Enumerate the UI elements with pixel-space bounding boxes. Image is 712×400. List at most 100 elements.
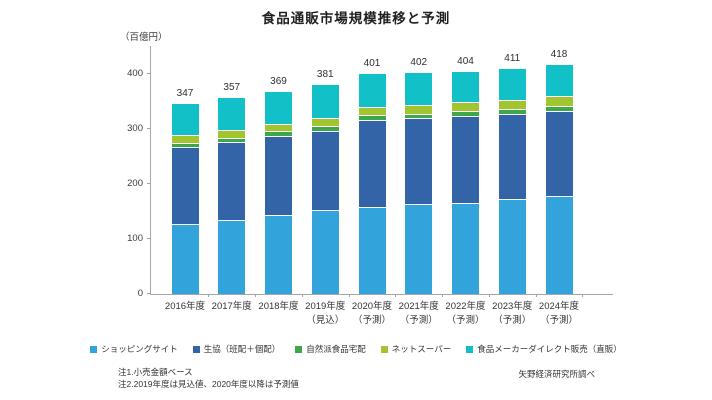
x-tick-mark — [442, 294, 444, 297]
bar-segment — [311, 84, 339, 119]
x-axis-label-qualifier: （見込） — [306, 314, 345, 326]
bar-segment — [265, 131, 292, 136]
x-axis-label-year: 2022年度 — [445, 301, 486, 312]
bar-segment — [311, 118, 339, 127]
bar-total-label: 369 — [270, 75, 287, 87]
x-axis-label: 2018年度 — [247, 300, 311, 314]
legend-swatch — [192, 345, 200, 353]
bar-total-label: 401 — [363, 58, 381, 70]
legend-item: ショッピングサイト — [90, 343, 178, 355]
legend-label: 食品メーカーダイレクト販売（直販） — [477, 344, 622, 354]
legend-swatch — [380, 345, 388, 353]
y-tick-label: 400 — [127, 67, 143, 79]
bar-segment — [171, 102, 199, 136]
bar-segment — [545, 110, 573, 197]
x-axis-label: 2021年度 （予測） — [387, 300, 451, 328]
bar-segment — [545, 63, 573, 97]
x-tick-mark — [488, 294, 490, 297]
legend: ショッピングサイト 生協（班配＋個配） 自然派食品宅配 ネットスーパー 食品メーカーダイ… — [0, 343, 712, 355]
x-tick-mark — [582, 294, 584, 297]
legend-swatch — [466, 345, 474, 353]
stacked-bar-2017年度 — [218, 97, 246, 294]
bar-segment — [218, 141, 246, 220]
x-tick-mark — [395, 294, 397, 297]
bar-segment — [405, 118, 433, 205]
y-tick-mark — [147, 182, 151, 184]
bar-total-label: 347 — [176, 87, 194, 99]
stacked-bar-2018年度 — [265, 90, 292, 294]
x-axis-label-year: 2017年度 — [211, 301, 252, 312]
x-axis-label-year: 2024年度 — [538, 301, 580, 312]
stacked-bar-2023年度 — [498, 67, 526, 294]
stacked-bar-2022年度 — [452, 71, 479, 294]
bar-total-label: 411 — [504, 52, 521, 64]
bar-segment — [311, 130, 339, 211]
bar-segment — [405, 204, 433, 294]
stacked-bar-2024年度 — [545, 63, 573, 294]
x-tick-mark — [208, 294, 210, 297]
bar-segment — [358, 106, 386, 116]
legend-label: ショッピングサイト — [101, 344, 178, 354]
legend-label: ネットスーパー — [391, 344, 452, 354]
bar-segment — [452, 202, 479, 294]
x-axis-label: 2020年度 （予測） — [340, 300, 404, 328]
x-tick-mark — [255, 294, 257, 297]
bar-segment — [265, 214, 292, 294]
x-axis-label: 2023年度 （予測） — [480, 300, 544, 328]
footnotes: 注1.小売金額ベース 注2.2019年度は見込値、2020年度以降は予測値 — [118, 366, 299, 391]
x-tick-mark — [535, 294, 537, 297]
bar-segment — [498, 99, 526, 109]
bar-total-label: 404 — [457, 56, 474, 68]
bar-segment — [218, 97, 246, 130]
stacked-bar-2020年度 — [358, 73, 386, 294]
bar-segment — [405, 72, 433, 105]
bar-segment — [218, 219, 246, 294]
y-axis-unit-label: （百億円） — [120, 32, 168, 43]
legend-label: 生協（班配＋個配） — [203, 344, 281, 354]
y-tick-label: 200 — [127, 177, 143, 189]
bar-segment — [545, 105, 573, 111]
y-tick-label: 100 — [127, 232, 143, 244]
legend-item: 生協（班配＋個配） — [192, 343, 281, 355]
y-tick-mark — [147, 72, 151, 74]
x-tick-mark — [348, 294, 350, 297]
x-axis-label-qualifier: （予測） — [446, 314, 485, 326]
bar-total-label: 381 — [316, 69, 334, 81]
x-axis-label-year: 2023年度 — [492, 301, 533, 312]
x-axis-label-qualifier: （予測） — [539, 314, 578, 326]
source-credit: 矢野経済研究所調べ — [518, 369, 595, 379]
x-axis-label-year: 2018年度 — [258, 301, 299, 312]
bar-segment — [218, 129, 246, 138]
legend-swatch — [90, 345, 98, 353]
bar-segment — [498, 113, 526, 199]
stacked-bar-2016年度 — [171, 102, 199, 294]
bar-segment — [452, 116, 479, 203]
bar-segment — [265, 123, 292, 132]
bar-segment — [545, 96, 573, 106]
bar-segment — [218, 137, 246, 142]
bar-segment — [498, 198, 526, 294]
bar-segment — [171, 224, 199, 294]
x-axis-label-qualifier: （予測） — [352, 314, 391, 326]
x-axis-label-year: 2020年度 — [351, 301, 393, 312]
bar-total-label: 418 — [550, 48, 568, 60]
x-axis-label-year: 2021年度 — [398, 301, 439, 312]
bar-segment — [405, 104, 433, 114]
x-axis-label-qualifier: （予測） — [493, 314, 532, 326]
bar-segment — [311, 126, 339, 131]
bar-total-label: 402 — [410, 57, 428, 69]
stacked-bar-2021年度 — [405, 72, 433, 294]
x-axis-label: 2017年度 — [200, 300, 264, 314]
x-tick-mark — [301, 294, 303, 297]
bar-segment — [545, 196, 573, 294]
y-tick-label: 0 — [137, 288, 143, 299]
bar-segment — [452, 102, 479, 112]
bar-segment — [358, 119, 386, 208]
legend-swatch — [295, 345, 303, 353]
bar-segment — [358, 207, 386, 294]
legend-item: 自然派食品宅配 — [295, 343, 366, 355]
x-axis-label: 2016年度 — [153, 300, 217, 314]
bar-segment — [171, 135, 199, 144]
y-tick-mark — [147, 127, 151, 129]
